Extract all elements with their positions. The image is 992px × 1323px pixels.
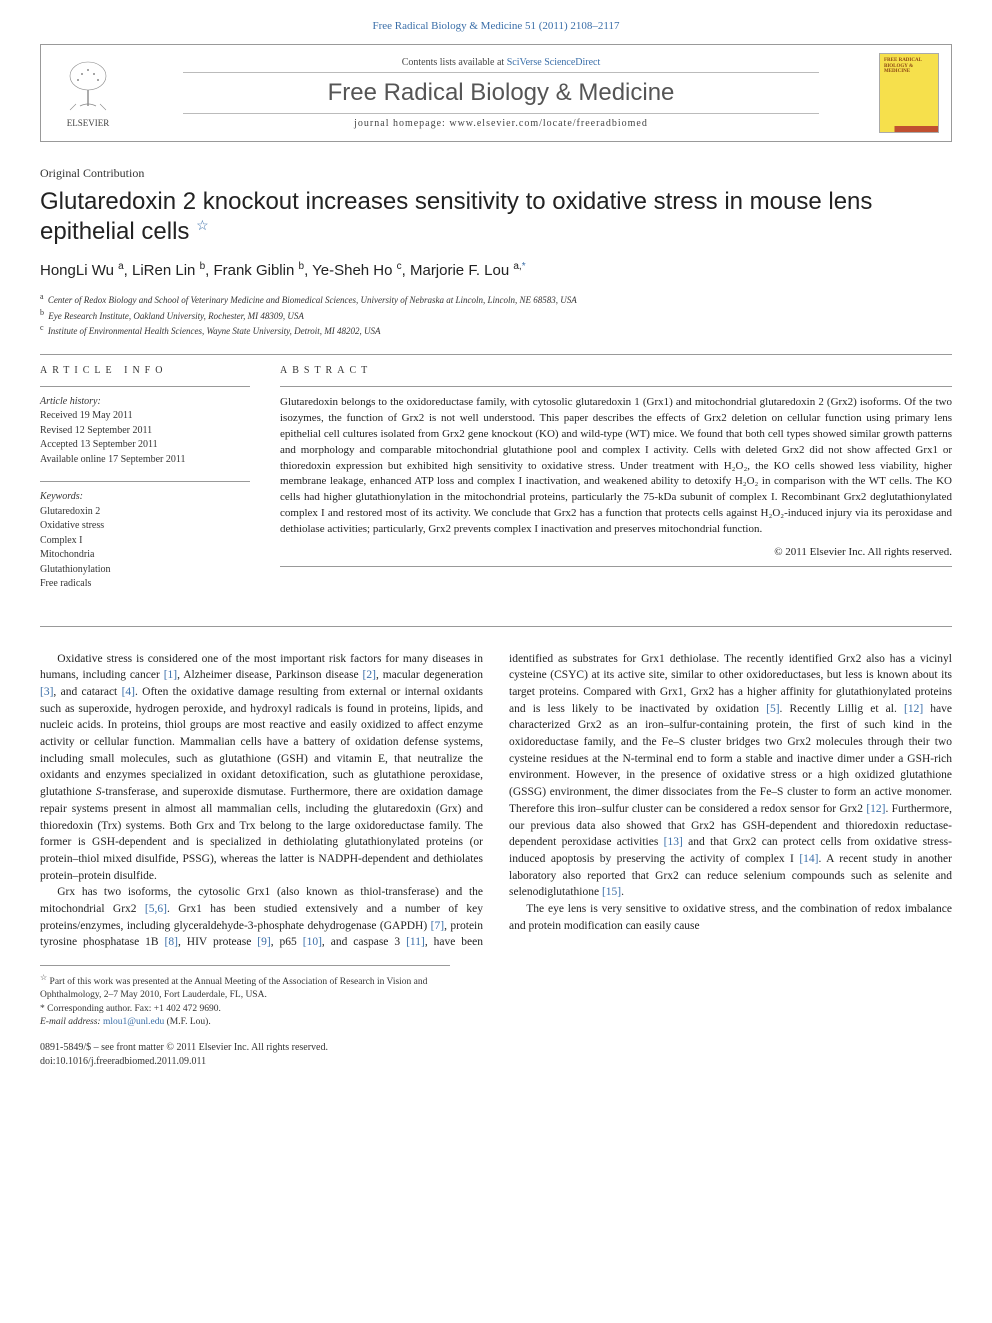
ref-link[interactable]: [10] (303, 936, 322, 948)
journal-cover-thumbnail: FREE RADICAL BIOLOGY & MEDICINE (879, 53, 939, 133)
body-paragraph: The eye lens is very sensitive to oxidat… (509, 901, 952, 934)
history-line: Received 19 May 2011 (40, 409, 250, 424)
affiliation-line: b Eye Research Institute, Oakland Univer… (40, 307, 952, 323)
keyword-line: Oxidative stress (40, 519, 250, 534)
ref-link[interactable]: [2] (363, 669, 376, 681)
authors-list: HongLi Wu a, LiRen Lin b, Frank Giblin b… (40, 261, 952, 279)
footnote-corresponding: * Corresponding author. Fax: +1 402 472 … (40, 1003, 450, 1016)
citation-text: Free Radical Biology & Medicine 51 (2011… (373, 20, 620, 32)
elsevier-label: ELSEVIER (67, 118, 110, 128)
abstract-heading: ABSTRACT (280, 365, 952, 376)
history-line: Revised 12 September 2011 (40, 424, 250, 439)
ref-link[interactable]: [12] (904, 703, 923, 715)
ref-link[interactable]: [1] (164, 669, 177, 681)
keyword-line: Glutathionylation (40, 563, 250, 578)
footer-block: 0891-5849/$ – see front matter © 2011 El… (40, 1041, 952, 1069)
ref-link[interactable]: [5,6] (145, 903, 167, 915)
email-link[interactable]: mlou1@unl.edu (103, 1017, 164, 1027)
section-label: Original Contribution (40, 166, 952, 181)
ref-link[interactable]: [8] (165, 936, 178, 948)
article-info-column: ARTICLE INFO Article history: Received 1… (40, 365, 250, 606)
info-abstract-row: ARTICLE INFO Article history: Received 1… (40, 365, 952, 606)
divider-line (40, 354, 952, 355)
article-info-heading: ARTICLE INFO (40, 365, 250, 376)
affiliations-list: a Center of Redox Biology and School of … (40, 291, 952, 338)
ref-link[interactable]: [11] (406, 936, 425, 948)
keywords-title: Keywords: (40, 490, 250, 505)
journal-name: Free Radical Biology & Medicine (123, 79, 879, 107)
homepage-url: www.elsevier.com/locate/freeradbiomed (449, 118, 648, 129)
ref-link[interactable]: [12] (866, 803, 885, 815)
ref-link[interactable]: [7] (431, 920, 444, 932)
sciencedirect-link[interactable]: SciVerse ScienceDirect (507, 57, 601, 68)
abstract-text: Glutaredoxin belongs to the oxidoreducta… (280, 395, 952, 538)
ref-link[interactable]: [9] (257, 936, 270, 948)
keyword-line: Glutaredoxin 2 (40, 505, 250, 520)
homepage-text: journal homepage: www.elsevier.com/locat… (123, 118, 879, 129)
ref-link[interactable]: [14] (799, 853, 818, 865)
ref-link[interactable]: [15] (602, 886, 621, 898)
footnotes-block: ☆ Part of this work was presented at the… (40, 965, 450, 1029)
elsevier-logo: ELSEVIER (53, 53, 123, 133)
ref-link[interactable]: [13] (664, 836, 683, 848)
title-footnote-star: ☆ (196, 217, 209, 233)
abstract-column: ABSTRACT Glutaredoxin belongs to the oxi… (280, 365, 952, 606)
elsevier-tree-icon (58, 58, 118, 118)
keywords-block: Keywords: Glutaredoxin 2Oxidative stress… (40, 490, 250, 592)
journal-header: ELSEVIER Contents lists available at Sci… (40, 44, 952, 142)
history-line: Available online 17 September 2011 (40, 453, 250, 468)
journal-citation-link[interactable]: Free Radical Biology & Medicine 51 (2011… (40, 20, 952, 32)
history-line: Accepted 13 September 2011 (40, 438, 250, 453)
body-text-columns: Oxidative stress is considered one of th… (40, 651, 952, 951)
cover-text: FREE RADICAL BIOLOGY & MEDICINE (884, 58, 934, 75)
keyword-line: Free radicals (40, 577, 250, 592)
keyword-line: Mitochondria (40, 548, 250, 563)
ref-link[interactable]: [5] (766, 703, 779, 715)
keyword-line: Complex I (40, 534, 250, 549)
footnote-star: ☆ Part of this work was presented at the… (40, 972, 450, 1003)
history-title: Article history: (40, 395, 250, 410)
doi-line: doi:10.1016/j.freeradbiomed.2011.09.011 (40, 1055, 952, 1069)
article-title: Glutaredoxin 2 knockout increases sensit… (40, 187, 952, 247)
header-center: Contents lists available at SciVerse Sci… (123, 57, 879, 129)
affiliation-line: a Center of Redox Biology and School of … (40, 291, 952, 307)
footnote-email: E-mail address: mlou1@unl.edu (M.F. Lou)… (40, 1016, 450, 1029)
ref-link[interactable]: [4] (122, 686, 135, 698)
article-history-block: Article history: Received 19 May 2011Rev… (40, 395, 250, 468)
body-paragraph: Oxidative stress is considered one of th… (40, 651, 483, 884)
front-matter-line: 0891-5849/$ – see front matter © 2011 El… (40, 1041, 952, 1055)
contents-list-text: Contents lists available at SciVerse Sci… (123, 57, 879, 68)
ref-link[interactable]: [3] (40, 686, 53, 698)
affiliation-line: c Institute of Environmental Health Scie… (40, 322, 952, 338)
abstract-copyright: © 2011 Elsevier Inc. All rights reserved… (280, 546, 952, 558)
